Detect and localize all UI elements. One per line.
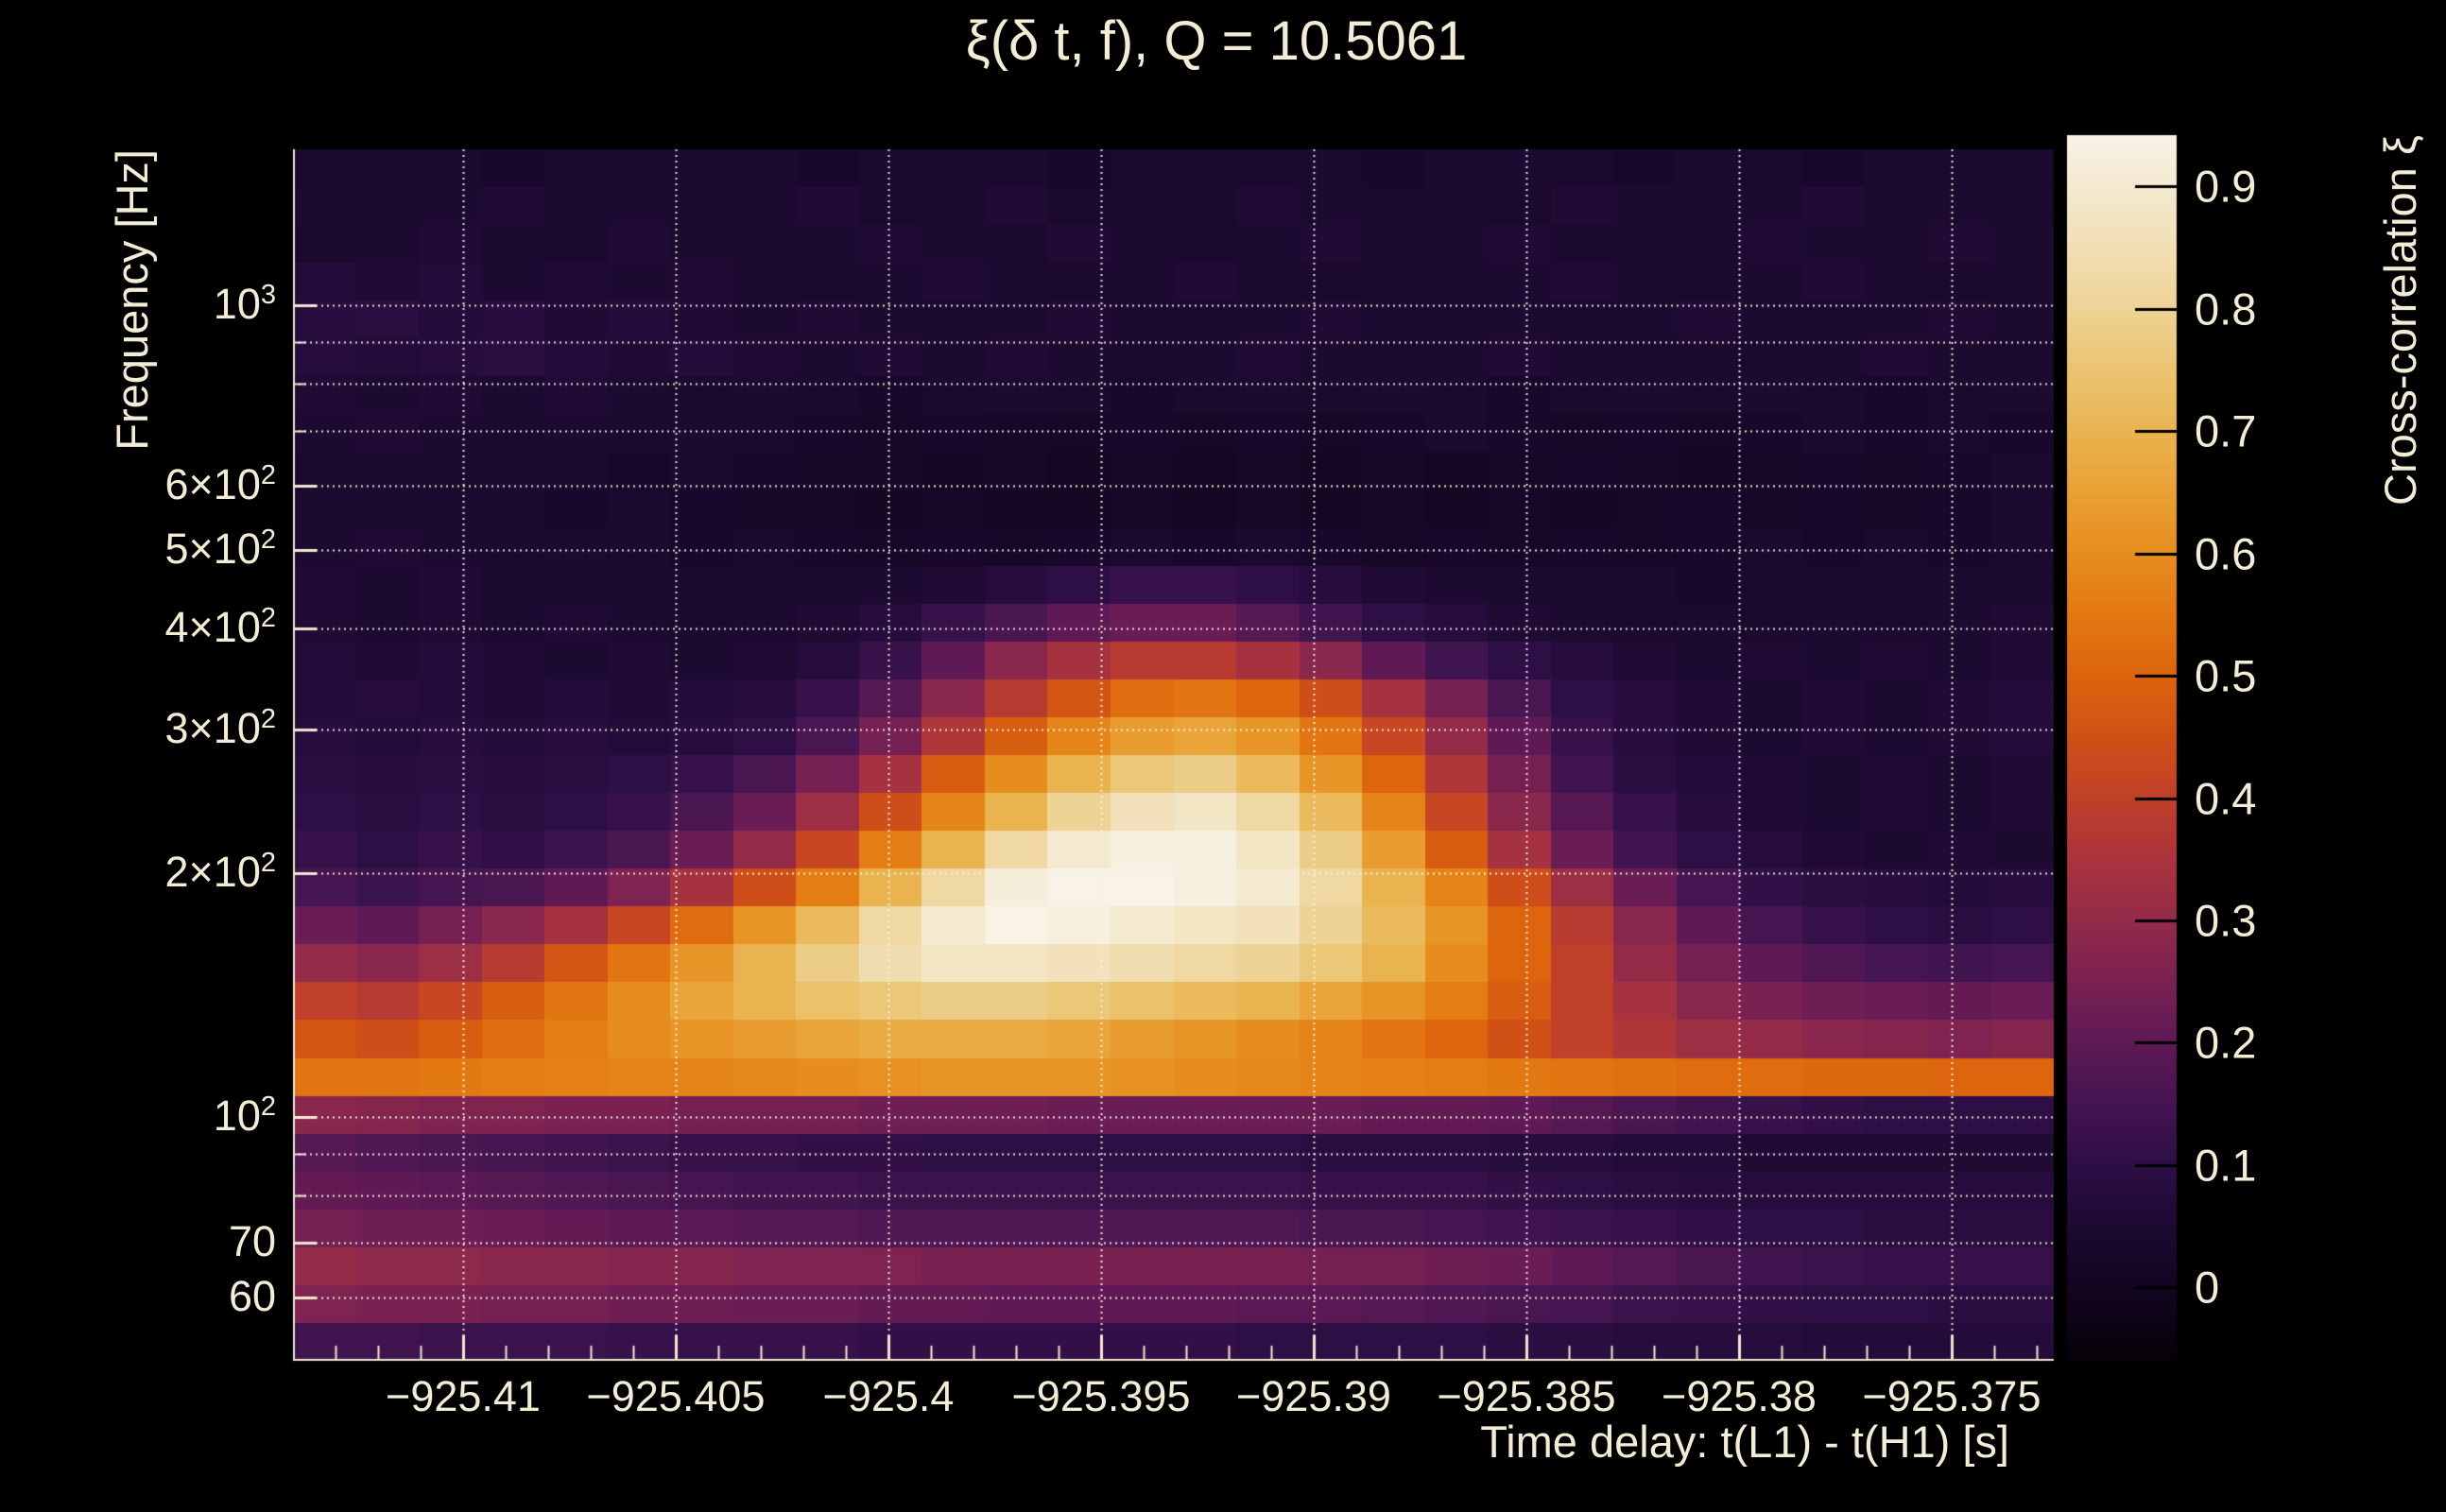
colorbar-tick-label: 0.7	[2195, 405, 2257, 456]
y-tick-base: 10	[213, 1091, 261, 1141]
x-tick-label: −925.395	[1011, 1372, 1191, 1420]
y-tick-exponent: 2	[260, 847, 276, 878]
x-tick-label: −925.385	[1437, 1372, 1616, 1420]
colorbar-tick-label: 0.1	[2195, 1140, 2257, 1191]
y-tick-label: 70	[229, 1217, 276, 1266]
y-axis-title: Frequency [Hz]	[107, 149, 157, 451]
plot-title: ξ(δ t, f), Q = 10.5061	[965, 10, 1468, 72]
y-tick-label: 60	[229, 1272, 276, 1321]
colorbar-tick-label: 0.2	[2195, 1017, 2257, 1068]
y-tick-base: 6×10	[164, 459, 261, 508]
colorbar-tick-label: 0.6	[2195, 528, 2257, 579]
y-tick-base: 60	[228, 1271, 276, 1320]
y-tick-exponent: 2	[260, 459, 276, 490]
y-tick-base: 5×10	[164, 524, 261, 573]
x-tick-label: −925.405	[586, 1372, 766, 1420]
x-tick-label: −925.4	[822, 1372, 955, 1420]
y-tick-exponent: 2	[260, 1091, 276, 1123]
y-tick-base: 4×10	[164, 602, 261, 651]
y-tick-base: 70	[228, 1217, 276, 1266]
y-tick-base: 2×10	[164, 847, 261, 896]
y-tick-exponent: 2	[260, 704, 276, 735]
colorbar-tick-label: 0.4	[2195, 773, 2257, 824]
colorbar-title: Cross-correlation ξ	[2375, 135, 2425, 506]
colorbar-tick-label: 0.8	[2195, 284, 2257, 335]
y-tick-label: 6×102	[164, 460, 276, 509]
y-tick-label: 4×102	[164, 603, 276, 652]
x-tick-label: −925.41	[386, 1372, 541, 1420]
y-tick-label: 3×102	[164, 704, 276, 753]
y-tick-label: 103	[214, 280, 276, 329]
colorbar-tick-label: 0	[2195, 1262, 2220, 1313]
colorbar-tick-label: 0.5	[2195, 650, 2257, 701]
x-tick-label: −925.38	[1662, 1372, 1817, 1420]
y-tick-exponent: 2	[260, 524, 276, 555]
y-tick-exponent: 2	[260, 603, 276, 634]
y-tick-base: 10	[213, 280, 261, 329]
y-tick-exponent: 3	[260, 280, 276, 311]
x-axis-title: Time delay: t(L1) - t(H1) [s]	[1480, 1417, 2009, 1467]
y-tick-label: 102	[214, 1091, 276, 1141]
colorbar-tick-label: 0.3	[2195, 895, 2257, 946]
y-tick-base: 3×10	[164, 704, 261, 753]
colorbar-tick-label: 0.9	[2195, 161, 2257, 212]
y-tick-label: 2×102	[164, 848, 276, 897]
y-tick-label: 5×102	[164, 524, 276, 574]
x-tick-label: −925.39	[1236, 1372, 1391, 1420]
x-tick-label: −925.375	[1862, 1372, 2041, 1420]
